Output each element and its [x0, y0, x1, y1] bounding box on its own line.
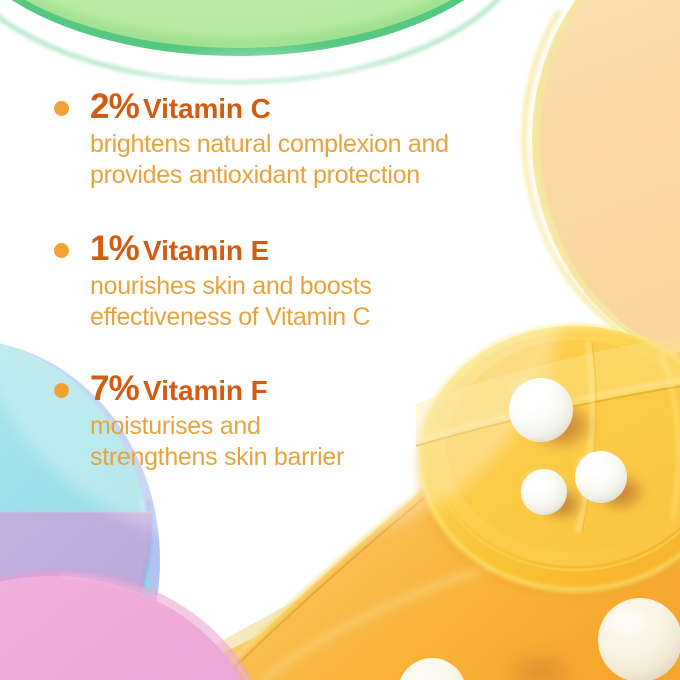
benefit-description: nourishes skin and boosts effectiveness … — [90, 271, 372, 332]
benefit-vitamin-name: Vitamin F — [143, 375, 268, 406]
benefit-item-vitamin-c: 2% Vitamin C brightens natural complexion… — [54, 88, 449, 190]
bullet-dot-icon — [54, 101, 69, 116]
benefit-description: brightens natural complexion and provide… — [90, 129, 449, 190]
benefit-text-block: 7% Vitamin F moisturises and strengthens … — [90, 370, 344, 472]
benefit-heading: 7% Vitamin F — [90, 370, 344, 407]
benefit-description-line: moisturises and — [90, 412, 261, 441]
benefit-heading: 1% Vitamin E — [90, 230, 372, 267]
benefit-description-line: strengthens skin barrier — [90, 442, 345, 471]
benefit-heading: 2% Vitamin C — [90, 88, 449, 125]
bullet-dot-icon — [54, 243, 69, 258]
benefit-text-block: 1% Vitamin E nourishes skin and boosts ef… — [90, 230, 372, 332]
benefit-percent: 7% — [90, 369, 140, 408]
benefit-item-vitamin-f: 7% Vitamin F moisturises and strengthens … — [54, 370, 344, 472]
benefit-percent: 1% — [90, 229, 140, 268]
benefit-vitamin-name: Vitamin C — [143, 93, 271, 124]
benefit-text-block: 2% Vitamin C brightens natural complexion… — [90, 88, 449, 190]
benefit-description-line: nourishes skin and boosts — [90, 272, 372, 301]
benefit-description-line: provides antioxidant protection — [90, 160, 420, 189]
benefit-vitamin-name: Vitamin E — [143, 235, 270, 266]
benefit-item-vitamin-e: 1% Vitamin E nourishes skin and boosts ef… — [54, 230, 372, 332]
benefit-percent: 2% — [90, 87, 140, 126]
benefit-description-line: effectiveness of Vitamin C — [90, 302, 371, 331]
benefit-description-line: brightens natural complexion and — [90, 130, 449, 159]
benefit-description: moisturises and strengthens skin barrier — [90, 411, 344, 472]
bullet-dot-icon — [54, 383, 69, 398]
